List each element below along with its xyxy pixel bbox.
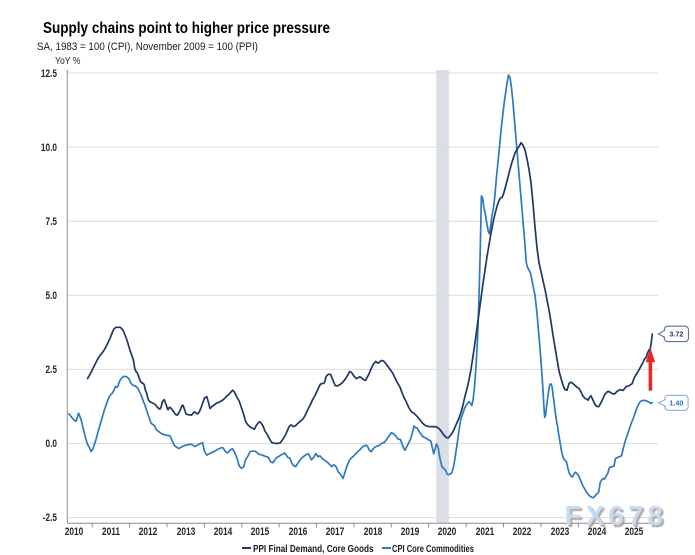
svg-text:3.72: 3.72 — [669, 329, 683, 338]
svg-text:1.40: 1.40 — [669, 398, 683, 407]
